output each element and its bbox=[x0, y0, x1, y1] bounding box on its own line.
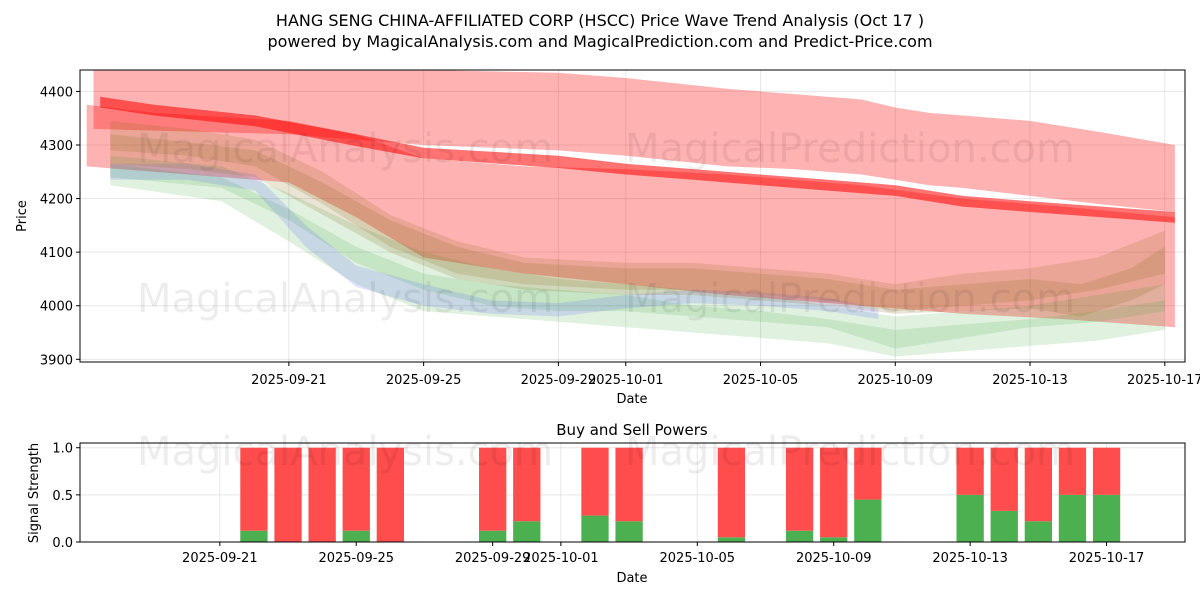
watermark-prediction-top-1: MagicalPrediction.com bbox=[625, 126, 1075, 172]
buy-bar bbox=[1092, 494, 1121, 542]
price-bands bbox=[86, 70, 1175, 357]
buy-bar bbox=[785, 530, 814, 542]
buy-bar bbox=[615, 521, 643, 542]
sell-bar bbox=[956, 447, 984, 495]
x-tick-label: 2025-09-25 bbox=[386, 373, 462, 388]
y-tick-label: 4400 bbox=[40, 85, 73, 100]
x-axis-label-top: Date bbox=[616, 392, 647, 407]
x-tick-label: 2025-10-09 bbox=[796, 551, 872, 566]
plot-frame-bottom bbox=[79, 442, 1186, 543]
x-tick-label: 2025-09-29 bbox=[455, 551, 531, 566]
buy-bar bbox=[717, 537, 746, 542]
watermark-analysis-top-2: MagicalAnalysis.com bbox=[137, 276, 553, 322]
sell-bar bbox=[240, 447, 268, 531]
buy-bar bbox=[513, 521, 541, 542]
sell-bar bbox=[990, 447, 1018, 511]
watermark-prediction-top-2: MagicalPrediction.com bbox=[625, 276, 1075, 322]
sell-bar bbox=[615, 447, 643, 522]
sell-bar bbox=[1092, 447, 1121, 495]
x-tick-label: 2025-10-09 bbox=[857, 373, 933, 388]
x-tick-label: 2025-10-17 bbox=[1127, 373, 1200, 388]
buy-bar bbox=[479, 530, 507, 542]
y-tick-label: 4000 bbox=[40, 300, 73, 315]
y-tick-label: 0.0 bbox=[52, 536, 73, 551]
sell-bar bbox=[376, 447, 404, 542]
chart-title-line2: powered by MagicalAnalysis.com and Magic… bbox=[267, 32, 932, 51]
x-tick-label: 2025-09-25 bbox=[318, 551, 394, 566]
x-tick-label: 2025-10-05 bbox=[723, 373, 799, 388]
y-tick-label: 4100 bbox=[40, 246, 73, 261]
watermark-analysis-top-1: MagicalAnalysis.com bbox=[137, 126, 553, 172]
band-red-lower-band bbox=[86, 104, 1175, 328]
sell-bar bbox=[479, 447, 507, 531]
band-blue-wave bbox=[110, 163, 879, 320]
watermark-prediction-bottom: MagicalPrediction.com bbox=[625, 429, 1075, 475]
x-tick-label: 2025-10-13 bbox=[932, 551, 1008, 566]
sell-bar bbox=[1024, 447, 1052, 522]
x-tick-label: 2025-09-29 bbox=[521, 373, 597, 388]
x-tick-label: 2025-09-21 bbox=[182, 551, 258, 566]
y-tick-label: 0.5 bbox=[52, 489, 73, 504]
bottom-chart-title: Buy and Sell Powers bbox=[556, 421, 708, 439]
buy-bar bbox=[1024, 521, 1052, 542]
x-tick-label: 2025-09-21 bbox=[251, 373, 327, 388]
band-red-upper-band bbox=[93, 70, 1175, 212]
x-axis-label-bottom: Date bbox=[616, 571, 647, 586]
y-axis-label-bottom: Signal Strength bbox=[27, 443, 42, 543]
watermark-analysis-bottom: MagicalAnalysis.com bbox=[137, 429, 553, 475]
x-tick-label: 2025-10-05 bbox=[660, 551, 736, 566]
grid-top bbox=[80, 70, 1185, 362]
sell-bar bbox=[785, 447, 814, 531]
buy-bar bbox=[990, 510, 1018, 542]
sell-bar bbox=[1058, 447, 1087, 495]
buy-bar bbox=[854, 499, 882, 542]
band-brown-wave-2 bbox=[110, 134, 1165, 317]
y-tick-label: 3900 bbox=[40, 353, 73, 368]
buy-bar bbox=[1058, 494, 1087, 542]
plot-frame-top bbox=[79, 69, 1186, 363]
x-tick-label: 2025-10-01 bbox=[588, 373, 664, 388]
band-green-wave-1 bbox=[110, 155, 1165, 349]
sell-bar bbox=[342, 447, 370, 531]
sell-bar bbox=[854, 447, 882, 500]
chart-title-line1: HANG SENG CHINA-AFFILIATED CORP (HSCC) P… bbox=[276, 11, 924, 30]
sell-bar bbox=[717, 447, 746, 538]
buy-bar bbox=[581, 515, 609, 542]
band-red-main-trend bbox=[100, 96, 1175, 223]
price-wave-chart: MagicalAnalysis.com MagicalPrediction.co… bbox=[15, 69, 1200, 407]
buy-sell-chart: Buy and Sell Powers MagicalAnalysis.com … bbox=[27, 421, 1186, 586]
y-tick-label: 4300 bbox=[40, 139, 73, 154]
y-tick-label: 1.0 bbox=[52, 442, 73, 457]
sell-bar bbox=[820, 447, 848, 538]
signal-bars bbox=[240, 447, 1121, 542]
axis-ticks-top: 3900 4000 4100 4200 4300 4400 2025-09-21 2025-0… bbox=[40, 85, 1200, 388]
sell-bar bbox=[513, 447, 541, 522]
buy-bar bbox=[956, 494, 984, 542]
x-tick-label: 2025-10-01 bbox=[523, 551, 599, 566]
sell-bar bbox=[581, 447, 609, 516]
x-tick-label: 2025-10-13 bbox=[992, 373, 1068, 388]
y-axis-label-top: Price bbox=[15, 200, 30, 232]
band-green-wave-2 bbox=[110, 163, 1165, 357]
buy-bar bbox=[820, 537, 848, 542]
buy-bar bbox=[342, 530, 370, 542]
sell-bar bbox=[274, 447, 302, 542]
sell-bar bbox=[308, 447, 336, 542]
band-brown-wave-1 bbox=[110, 120, 1165, 312]
x-tick-label: 2025-10-17 bbox=[1069, 551, 1145, 566]
buy-bar bbox=[240, 530, 268, 542]
y-tick-label: 4200 bbox=[40, 193, 73, 208]
